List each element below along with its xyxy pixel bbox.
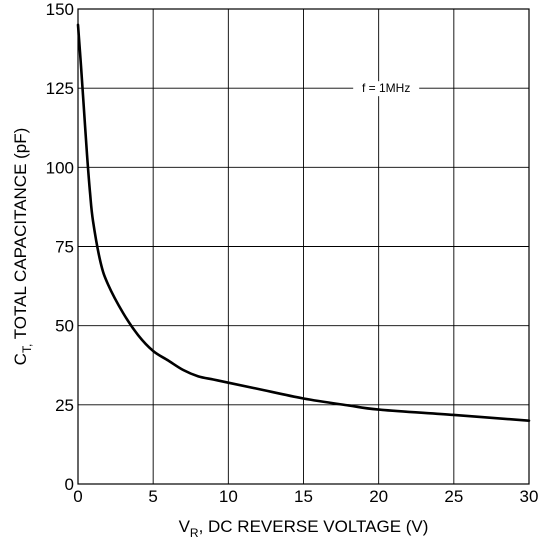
- x-tick-labels: 0 5 10 15 20 25 30: [73, 487, 538, 506]
- frequency-annotation: f = 1MHz: [362, 81, 410, 95]
- capacitance-curve: [76, 23, 531, 422]
- y-axis-label-rest: TOTAL CAPACITANCE (pF): [11, 128, 30, 344]
- x-axis-label: VR, DC REVERSE VOLTAGE (V): [179, 517, 429, 540]
- x-tick-label: 10: [219, 487, 238, 506]
- series-layer: [76, 23, 531, 422]
- y-tick-label: 25: [55, 396, 74, 415]
- y-axis-label: CT, TOTAL CAPACITANCE (pF): [11, 128, 34, 366]
- y-tick-label: 50: [55, 317, 74, 336]
- x-axis-label-main: V: [179, 517, 191, 536]
- annotation-background: [353, 81, 420, 97]
- x-axis-label-subscript: R: [190, 526, 199, 540]
- x-tick-label: 5: [148, 487, 157, 506]
- y-tick-label: 125: [46, 79, 74, 98]
- y-tick-labels: 0 25 50 75 100 125 150: [46, 0, 74, 494]
- x-axis-label-rest: , DC REVERSE VOLTAGE (V): [199, 517, 429, 536]
- y-axis-label-subscript: T,: [20, 344, 34, 353]
- y-axis-label-main: C: [11, 353, 30, 365]
- y-tick-label: 150: [46, 0, 74, 19]
- y-tick-label: 0: [65, 475, 74, 494]
- x-tick-label: 20: [369, 487, 388, 506]
- x-tick-label: 25: [444, 487, 463, 506]
- y-tick-label: 75: [55, 238, 74, 257]
- x-tick-label: 30: [520, 487, 539, 506]
- x-tick-label: 15: [294, 487, 313, 506]
- plot-frame: [77, 8, 530, 485]
- grid: [78, 9, 529, 484]
- x-tick-label: 0: [73, 487, 82, 506]
- y-tick-label: 100: [46, 158, 74, 177]
